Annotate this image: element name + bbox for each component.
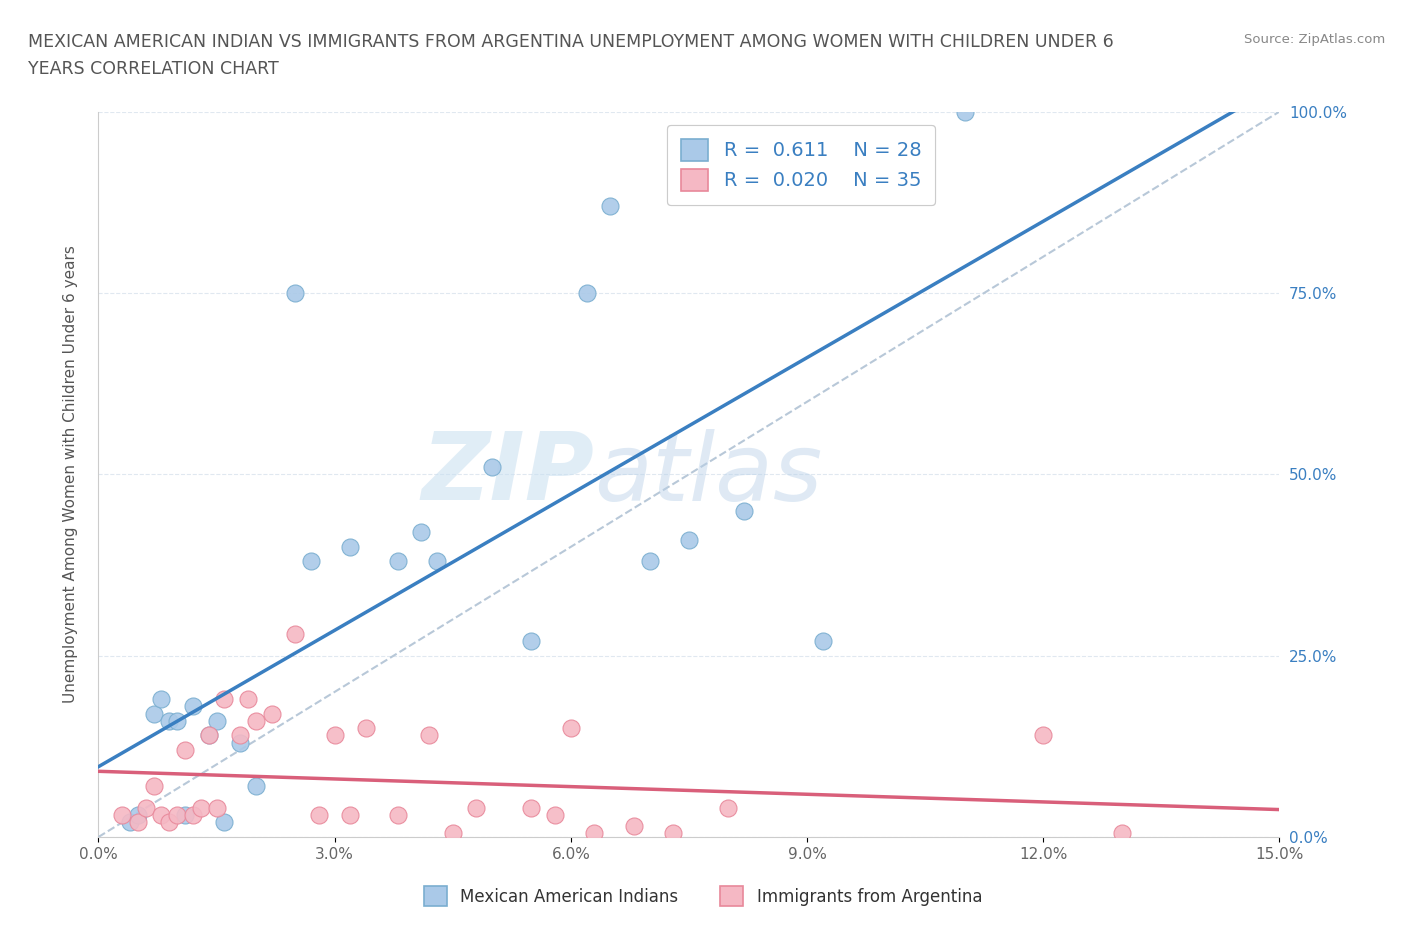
Point [623,818,645,833]
Point [717,801,740,816]
Point [599,198,621,213]
Point [339,808,361,823]
Point [638,554,661,569]
Point [214,815,236,830]
Text: MEXICAN AMERICAN INDIAN VS IMMIGRANTS FROM ARGENTINA UNEMPLOYMENT AMONG WOMEN WI: MEXICAN AMERICAN INDIAN VS IMMIGRANTS FR… [28,33,1114,50]
Point [339,539,361,554]
Point [520,633,543,648]
Point [174,808,197,823]
Point [197,728,219,743]
Point [418,728,440,743]
Point [111,808,134,823]
Point [157,713,180,728]
Text: Source: ZipAtlas.com: Source: ZipAtlas.com [1244,33,1385,46]
Text: YEARS CORRELATION CHART: YEARS CORRELATION CHART [28,60,278,78]
Point [260,706,283,721]
Point [662,826,685,841]
Point [520,801,543,816]
Text: atlas: atlas [595,429,823,520]
Point [205,801,228,816]
Point [387,554,409,569]
Point [135,801,157,816]
Y-axis label: Unemployment Among Women with Children Under 6 years: Unemployment Among Women with Children U… [63,246,77,703]
Point [560,721,582,736]
Point [181,699,204,714]
Point [118,815,141,830]
Point [411,525,433,539]
Point [544,808,567,823]
Point [299,554,322,569]
Point [142,706,165,721]
Point [181,808,204,823]
Point [150,692,173,707]
Point [229,728,252,743]
Point [575,286,598,300]
Point [284,286,307,300]
Point [583,826,606,841]
Point [236,692,259,707]
Point [308,808,330,823]
Point [166,808,188,823]
Legend: Mexican American Indians, Immigrants from Argentina: Mexican American Indians, Immigrants fro… [418,880,988,912]
Point [127,808,149,823]
Point [387,808,409,823]
Point [190,801,212,816]
Point [142,778,165,793]
Text: ZIP: ZIP [422,429,595,520]
Point [1032,728,1054,743]
Point [733,503,755,518]
Point [441,826,464,841]
Point [354,721,377,736]
Point [245,713,267,728]
Point [214,692,236,707]
Point [150,808,173,823]
Point [1111,826,1133,841]
Point [811,633,834,648]
Point [481,459,503,474]
Point [953,104,976,119]
Point [284,627,307,642]
Point [166,713,188,728]
Point [174,742,197,757]
Point [127,815,149,830]
Point [426,554,449,569]
Point [465,801,488,816]
Point [229,736,252,751]
Point [157,815,180,830]
Point [205,713,228,728]
Point [678,532,700,547]
Legend: R =  0.611    N = 28, R =  0.020    N = 35: R = 0.611 N = 28, R = 0.020 N = 35 [668,125,935,205]
Point [245,778,267,793]
Point [323,728,346,743]
Point [197,728,219,743]
